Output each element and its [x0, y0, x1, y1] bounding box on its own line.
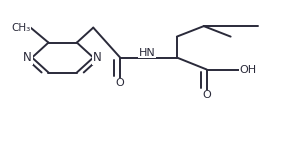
Text: CH₃: CH₃ — [11, 23, 31, 33]
Text: N: N — [23, 51, 32, 64]
Text: HN: HN — [139, 48, 155, 58]
Text: O: O — [202, 90, 211, 100]
Text: N: N — [93, 51, 102, 64]
Text: OH: OH — [240, 64, 257, 74]
Text: O: O — [116, 79, 124, 88]
